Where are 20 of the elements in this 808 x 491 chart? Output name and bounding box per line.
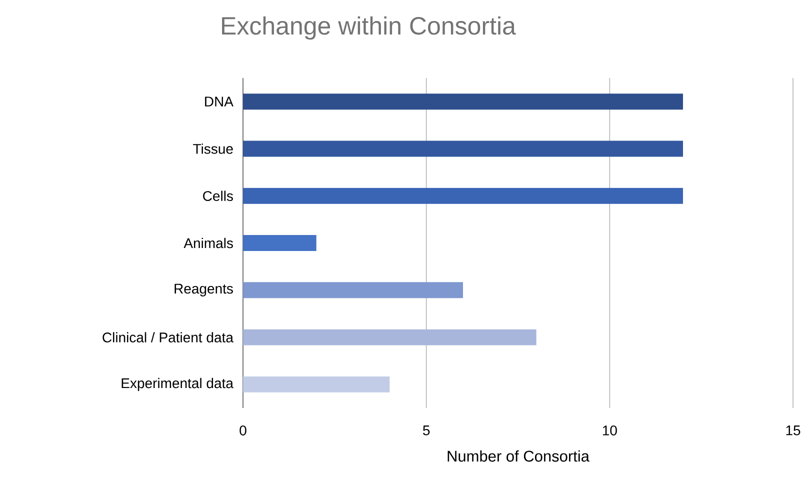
bar: [243, 140, 684, 157]
chart-title: Exchange within Consortia: [222, 16, 516, 40]
x-tick-label: 5: [423, 426, 430, 436]
y-tick-label: Experimental data: [122, 378, 234, 391]
y-tick-label: Animals: [184, 238, 233, 248]
y-tick-label: DNA: [205, 96, 234, 106]
x-tick-label: 0: [240, 426, 246, 436]
bar: [243, 188, 684, 204]
bar: [243, 282, 464, 298]
y-tick-label: Clinical / Patient data: [102, 332, 234, 342]
bar: [243, 235, 316, 252]
y-tick-label: Tissue: [193, 144, 233, 154]
x-axis-title: Number of Consortia: [448, 450, 590, 462]
x-tick-label: 15: [786, 426, 800, 436]
bar: [243, 94, 684, 110]
bar: [243, 329, 536, 346]
bar: [243, 376, 390, 392]
y-tick-label: Cells: [203, 190, 233, 202]
y-tick-label: Reagents: [174, 284, 233, 296]
x-tick-label: 10: [602, 426, 617, 436]
